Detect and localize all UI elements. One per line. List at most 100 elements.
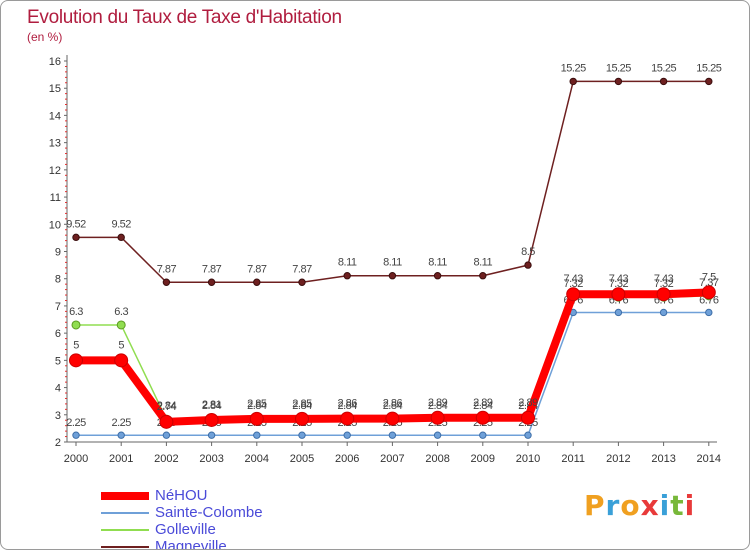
data-point-golleville: [116, 320, 126, 330]
data-label-magneville: 9.52: [111, 218, 131, 230]
data-label-n-hou: 2.89: [428, 397, 448, 409]
data-point-n-hou: [566, 287, 581, 302]
data-label-n-hou: 2.86: [337, 398, 357, 410]
data-label-golleville: 7.32: [654, 278, 674, 290]
legend: NéHOU Sainte-Colombe Golleville Magnevil…: [101, 487, 263, 550]
y-tick-label: 6: [55, 328, 61, 340]
legend-item-nehou: NéHOU: [101, 487, 263, 504]
y-tick-label: 14: [49, 110, 61, 122]
data-label-magneville: 8.11: [383, 257, 402, 269]
data-label-n-hou: 7.5: [702, 271, 716, 283]
x-tick-label: 2009: [471, 453, 495, 465]
data-point-sainte-colombe: [388, 431, 397, 439]
data-label-magneville: 15.25: [561, 62, 586, 74]
y-tick-label: 10: [49, 219, 61, 231]
y-tick-label: 8: [55, 274, 61, 286]
data-point-n-hou: [430, 410, 445, 425]
data-point-sainte-colombe: [614, 308, 623, 317]
data-label-magneville: 15.25: [606, 62, 631, 74]
data-point-magneville: [207, 278, 216, 286]
data-label-golleville: 2.84: [337, 400, 357, 412]
x-tick-label: 2000: [64, 453, 88, 465]
data-point-sainte-colombe: [705, 308, 713, 317]
data-point-sainte-colombe: [162, 431, 171, 439]
data-point-sainte-colombe: [253, 431, 261, 439]
data-point-sainte-colombe: [433, 431, 442, 439]
legend-swatch-magneville: [101, 545, 149, 548]
x-tick-label: 2007: [380, 453, 404, 465]
y-tick-label: 12: [49, 165, 61, 177]
data-point-n-hou: [159, 414, 174, 429]
y-tick-label: 2: [55, 437, 61, 449]
proxiti-logo: Proxiti: [584, 489, 696, 522]
data-point-n-hou: [521, 410, 535, 425]
data-label-n-hou: 5: [73, 339, 79, 351]
series-line-magneville: [76, 80, 709, 284]
data-point-magneville: [162, 278, 171, 286]
data-point-sainte-colombe: [343, 431, 351, 439]
data-point-golleville: [71, 320, 81, 330]
data-label-n-hou: 2.85: [292, 398, 312, 410]
data-point-magneville: [253, 278, 261, 286]
legend-item-magneville: Magneville: [101, 538, 263, 550]
data-label-golleville: 2.84: [292, 400, 312, 412]
data-point-n-hou: [701, 285, 716, 300]
y-tick-label: 7: [55, 301, 61, 313]
data-label-n-hou: 2.81: [202, 399, 222, 411]
x-tick-label: 2001: [109, 453, 133, 465]
data-label-n-hou: 7.43: [609, 273, 629, 285]
x-tick-label: 2013: [651, 453, 675, 465]
y-tick-label: 13: [49, 138, 61, 150]
data-point-n-hou: [69, 353, 83, 368]
data-label-golleville: 2.84: [473, 400, 493, 412]
data-label-n-hou: 2.89: [518, 397, 538, 409]
legend-label-sainte-colombe: Sainte-Colombe: [155, 504, 263, 521]
data-label-magneville: 8.11: [474, 257, 493, 269]
x-tick-label: 2012: [606, 453, 630, 465]
data-label-magneville: 15.25: [651, 62, 676, 74]
x-tick-label: 2011: [561, 453, 585, 465]
data-label-n-hou: 2.85: [247, 398, 267, 410]
data-label-golleville: 2.84: [383, 400, 403, 412]
data-point-n-hou: [295, 411, 309, 426]
x-tick-label: 2002: [154, 453, 178, 465]
data-point-magneville: [614, 77, 623, 86]
data-label-golleville: 6.3: [69, 306, 83, 318]
data-label-sainte-colombe: 2.25: [66, 417, 86, 429]
data-point-magneville: [569, 77, 577, 86]
legend-swatch-golleville: [101, 528, 149, 531]
x-tick-label: 2006: [335, 453, 359, 465]
data-point-n-hou: [611, 287, 626, 302]
data-label-n-hou: 7.43: [563, 273, 583, 285]
data-label-golleville: 7.37: [699, 277, 719, 289]
data-point-n-hou: [656, 287, 671, 302]
y-tick-label: 9: [55, 247, 61, 259]
x-tick-label: 2005: [290, 453, 314, 465]
legend-label-magneville: Magneville: [155, 538, 227, 550]
legend-label-nehou: NéHOU: [155, 487, 208, 504]
data-point-magneville: [433, 272, 442, 280]
data-point-magneville: [659, 77, 668, 86]
x-tick-label: 2003: [199, 453, 223, 465]
data-point-magneville: [479, 272, 487, 280]
legend-swatch-sainte-colombe: [101, 511, 149, 514]
data-label-golleville: 7.32: [609, 278, 629, 290]
y-tick-label: 11: [50, 192, 61, 204]
data-point-magneville: [298, 278, 306, 286]
data-label-golleville: 2.84: [428, 400, 448, 412]
data-label-magneville: 7.87: [157, 263, 177, 275]
data-label-magneville: 8.5: [521, 246, 535, 258]
data-point-n-hou: [249, 411, 264, 426]
data-point-magneville: [117, 233, 125, 242]
x-tick-label: 2008: [425, 453, 449, 465]
y-tick-label: 16: [49, 56, 61, 68]
legend-item-sainte-colombe: Sainte-Colombe: [101, 504, 263, 521]
data-point-magneville: [72, 233, 80, 242]
data-point-magneville: [705, 77, 713, 86]
data-point-sainte-colombe: [479, 431, 487, 439]
data-label-n-hou: 2.74: [157, 401, 177, 413]
chart-title: Evolution du Taux de Taxe d'Habitation: [27, 7, 342, 28]
data-label-n-hou: 5: [118, 339, 124, 351]
